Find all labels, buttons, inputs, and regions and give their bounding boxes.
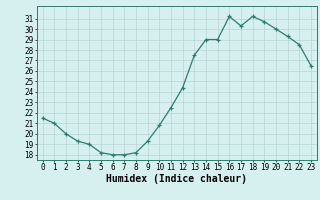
X-axis label: Humidex (Indice chaleur): Humidex (Indice chaleur): [106, 174, 247, 184]
